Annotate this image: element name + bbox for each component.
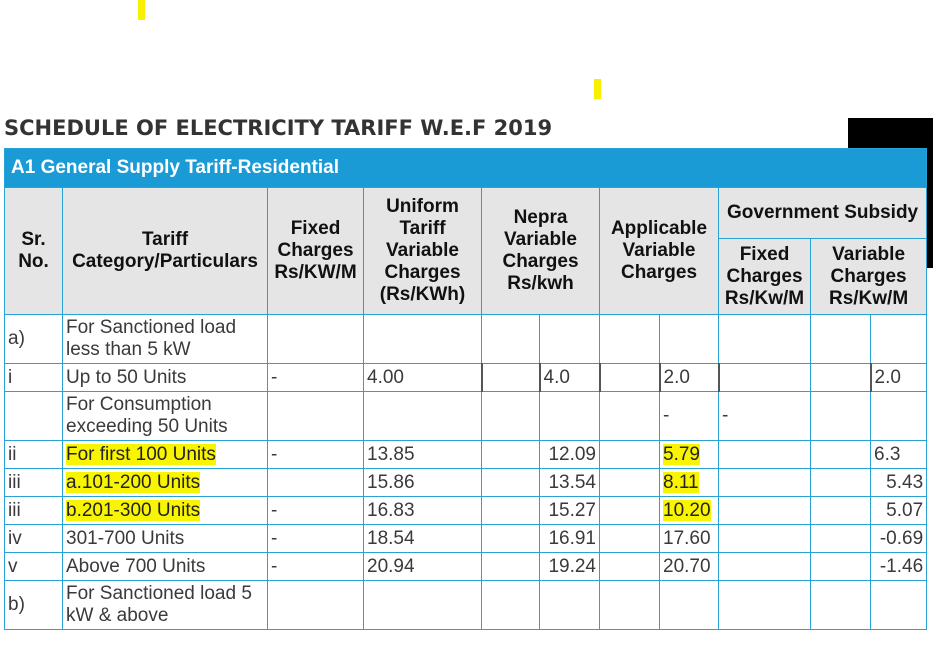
cell-subsidy-variable: -0.69 <box>869 524 928 553</box>
table-row: iv 301-700 Units - 18.54 16.91 17.60 -0.… <box>4 524 928 553</box>
cell-fixed <box>267 314 364 364</box>
cell-category: Above 700 Units <box>62 552 268 581</box>
cell-category: a.101-200 Units <box>66 471 201 493</box>
cell-fixed: - <box>267 440 364 469</box>
header-government-subsidy: Government Subsidy <box>717 187 928 239</box>
cell-subsidy-variable <box>869 580 928 630</box>
cell-subsidy-variable: -1.46 <box>869 552 928 581</box>
header-nepra-charges: Nepra Variable Charges Rs/kwh <box>481 187 600 315</box>
cell-applicable: 20.70 <box>659 552 719 581</box>
cell-nepra: 12.09 <box>539 440 600 469</box>
cell-subsidy-fixed <box>718 580 811 630</box>
header-applicable-charges: Applicable Variable Charges <box>599 187 719 315</box>
cell-subsidy-fixed <box>718 496 811 525</box>
cell-fixed: - <box>267 363 364 392</box>
cell-category: 301-700 Units <box>62 524 268 553</box>
cell-uniform <box>363 391 482 441</box>
table-header-row: Sr. No. Tariff Category/Particulars Fixe… <box>4 187 928 315</box>
cell-category: b.201-300 Units <box>66 499 201 521</box>
cell-applicable: 5.79 <box>663 443 700 465</box>
cell-category: For Sanctioned load 5 kW & above <box>62 580 268 630</box>
cell-uniform <box>363 580 482 630</box>
cell-subsidy-variable: 2.0 <box>869 363 928 392</box>
cell-uniform: 15.86 <box>363 468 482 497</box>
cell-subsidy-fixed <box>718 524 811 553</box>
table-row: b) For Sanctioned load 5 kW & above <box>4 580 928 630</box>
cell-nepra <box>539 391 600 441</box>
cell-applicable: 17.60 <box>659 524 719 553</box>
table-row: a) For Sanctioned load less than 5 kW <box>4 314 928 364</box>
table-row: iii a.101-200 Units 15.86 13.54 8.11 5.4… <box>4 468 928 497</box>
table-row: v Above 700 Units - 20.94 19.24 20.70 -1… <box>4 552 928 581</box>
header-category: Tariff Category/Particulars <box>62 187 268 315</box>
header-subsidy-fixed: Fixed Charges Rs/Kw/M <box>718 238 811 315</box>
header-subsidy-variable: Variable Charges Rs/Kw/M <box>809 238 928 315</box>
cell-fixed: - <box>267 552 364 581</box>
cell-subsidy-fixed <box>718 314 811 364</box>
cell-sr: i <box>4 363 63 392</box>
cell-category: For first 100 Units <box>66 443 216 465</box>
table-banner: A1 General Supply Tariff-Residential <box>3 148 928 188</box>
cell-nepra: 16.91 <box>539 524 600 553</box>
cell-subsidy-variable: 5.07 <box>869 496 928 525</box>
cell-sr: v <box>4 552 63 581</box>
cell-subsidy-fixed <box>718 468 811 497</box>
cell-subsidy-variable <box>869 314 928 364</box>
cell-fixed: - <box>267 524 364 553</box>
cell-fixed <box>267 580 364 630</box>
cell-uniform: 4.00 <box>363 363 483 392</box>
highlight-mark-top <box>138 0 145 20</box>
cell-category: For Consumption exceeding 50 Units <box>62 391 268 441</box>
cell-applicable: 2.0 <box>658 363 720 392</box>
cell-sr <box>4 391 63 441</box>
cell-nepra: 13.54 <box>539 468 600 497</box>
cell-uniform <box>363 314 482 364</box>
header-uniform-tariff: Uniform Tariff Variable Charges (Rs/KWh) <box>363 187 482 315</box>
cell-subsidy-variable <box>869 391 928 441</box>
cell-fixed <box>267 391 364 441</box>
cell-applicable: 8.11 <box>663 471 699 493</box>
cell-uniform: 16.83 <box>363 496 482 525</box>
cell-nepra <box>539 314 600 364</box>
cell-category: For Sanctioned load less than 5 kW <box>62 314 268 364</box>
header-sr-no: Sr. No. <box>4 187 63 315</box>
cell-nepra: 4.0 <box>538 363 601 392</box>
cell-uniform: 18.54 <box>363 524 482 553</box>
cell-uniform: 20.94 <box>363 552 482 581</box>
highlight-mark-mid <box>594 79 601 99</box>
table-row: For Consumption exceeding 50 Units - - <box>4 391 928 441</box>
table-row: ii For first 100 Units - 13.85 12.09 5.7… <box>4 440 928 469</box>
tariff-table: A1 General Supply Tariff-Residential Sr.… <box>3 148 928 630</box>
cell-applicable <box>659 314 719 364</box>
table-row: iii b.201-300 Units - 16.83 15.27 10.20 … <box>4 496 928 525</box>
cell-category: Up to 50 Units <box>62 363 268 392</box>
cell-fixed: - <box>267 496 364 525</box>
cell-sr: ii <box>4 440 63 469</box>
cell-applicable: - <box>659 391 719 441</box>
cell-subsidy-variable: 6.3 <box>869 440 928 469</box>
table-row: i Up to 50 Units - 4.00 4.0 2.0 2.0 <box>4 363 928 392</box>
cell-subsidy-variable: 5.43 <box>869 468 928 497</box>
cell-nepra: 19.24 <box>539 552 600 581</box>
cell-uniform: 13.85 <box>363 440 482 469</box>
cell-subsidy-fixed: - <box>718 391 811 441</box>
cell-subsidy-fixed <box>718 440 811 469</box>
cell-applicable <box>659 580 719 630</box>
cell-applicable: 10.20 <box>663 499 711 521</box>
cell-subsidy-fixed <box>718 363 811 392</box>
page-title: SCHEDULE OF ELECTRICITY TARIFF W.E.F 201… <box>4 116 553 140</box>
cell-sr: iii <box>4 468 63 497</box>
header-fixed-charges: Fixed Charges Rs/KW/M <box>267 187 364 315</box>
cell-nepra: 15.27 <box>539 496 600 525</box>
table-subheader-row: Fixed Charges Rs/Kw/M Variable Charges R… <box>5 238 928 315</box>
cell-sr: iv <box>4 524 63 553</box>
cell-sr: iii <box>4 496 63 525</box>
cell-fixed <box>267 468 364 497</box>
cell-nepra <box>539 580 600 630</box>
cell-subsidy-fixed <box>718 552 811 581</box>
cell-sr: b) <box>4 580 63 630</box>
cell-sr: a) <box>4 314 63 364</box>
